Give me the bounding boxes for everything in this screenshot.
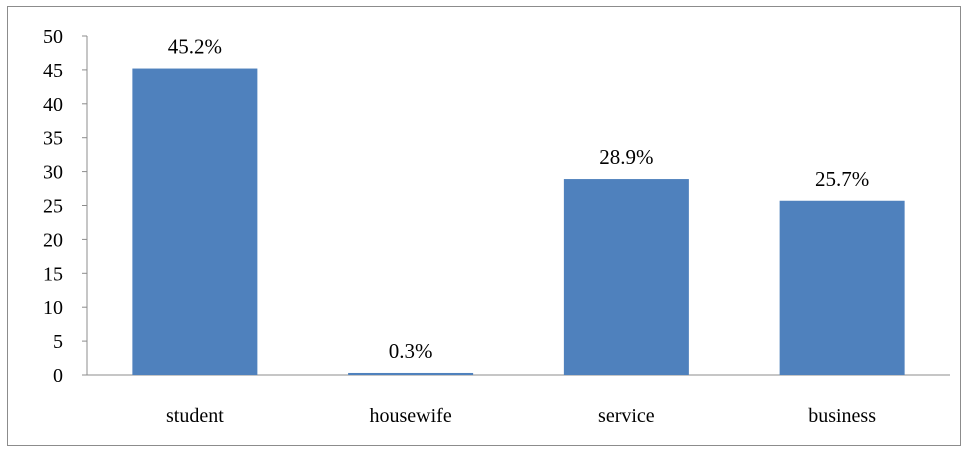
x-tick-label-service: service (598, 405, 655, 427)
y-tick-label: 45 (43, 60, 63, 82)
bar-business (779, 200, 905, 375)
y-tick-label: 40 (43, 94, 63, 116)
y-tick-label: 25 (43, 196, 63, 218)
x-tick-label-business: business (808, 405, 876, 427)
y-tick-label: 20 (43, 229, 63, 251)
y-tick-label: 5 (53, 331, 63, 353)
y-tick-label: 15 (43, 263, 63, 285)
y-axis: 0 5 10 15 20 25 30 35 40 45 50 (43, 26, 88, 387)
data-label-housewife: 0.3% (389, 339, 433, 363)
data-label-business: 25.7% (815, 167, 869, 191)
bar-student (132, 68, 258, 375)
data-label-service: 28.9% (599, 145, 653, 169)
bar-service (563, 179, 689, 375)
x-tick-label-student: student (166, 405, 224, 427)
y-tick-label: 35 (43, 128, 63, 150)
y-tick-label: 10 (43, 297, 63, 319)
bar-housewife (348, 372, 474, 375)
bars (132, 68, 905, 375)
y-tick-label: 0 (53, 365, 63, 387)
x-axis: student housewife service business (87, 374, 950, 427)
data-label-student: 45.2% (168, 35, 222, 59)
x-tick-label-housewife: housewife (370, 405, 452, 427)
y-tick-label: 30 (43, 162, 63, 184)
y-tick-label: 50 (43, 26, 63, 48)
data-labels: 45.2% 0.3% 28.9% 25.7% (168, 35, 870, 363)
